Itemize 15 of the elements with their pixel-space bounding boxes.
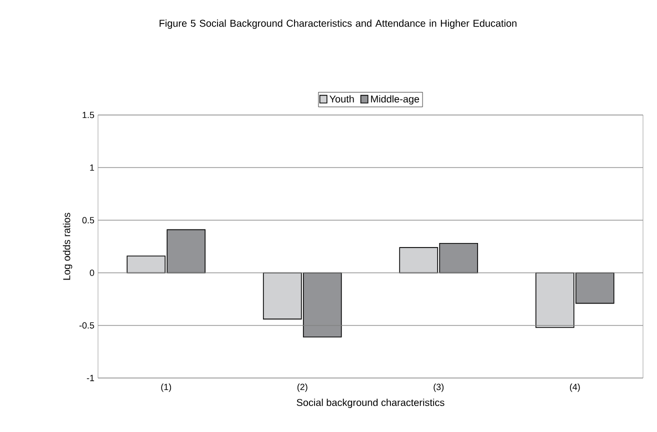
y-axis-title: Log odds ratios — [62, 212, 72, 280]
y-tick-label: 0 — [90, 270, 94, 276]
y-tick-label: -0.5 — [79, 322, 94, 329]
y-tick-label: -1 — [86, 374, 94, 382]
x-tick-label: (3) — [434, 384, 444, 392]
x-tick-label: (1) — [161, 384, 172, 392]
chart-title: Figure 5 Social Background Characteristics and Attendance in Higher Education — [160, 20, 516, 29]
legend-label: Middle-age — [371, 95, 420, 104]
x-tick-label: (2) — [297, 384, 308, 392]
y-tick-label: 0.5 — [82, 217, 94, 224]
x-axis-title: Social background characteristics — [296, 398, 444, 408]
legend-label: Youth — [330, 95, 354, 103]
y-tick-label: 1 — [90, 164, 94, 171]
x-tick-label: (4) — [570, 384, 580, 392]
y-tick-label: 1.5 — [82, 112, 94, 118]
